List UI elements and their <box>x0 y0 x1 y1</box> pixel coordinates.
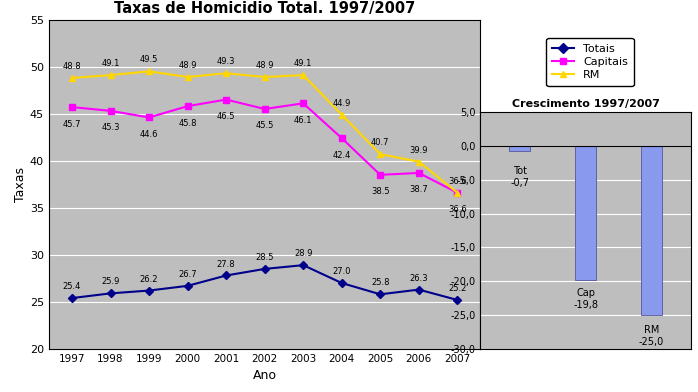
Text: 25.8: 25.8 <box>371 278 389 287</box>
Text: 42.4: 42.4 <box>332 151 351 160</box>
Text: 28.5: 28.5 <box>255 253 274 262</box>
Text: 27.8: 27.8 <box>217 260 235 269</box>
Text: 44.9: 44.9 <box>332 99 351 108</box>
Text: 48.9: 48.9 <box>179 61 197 70</box>
Text: 45.7: 45.7 <box>63 120 81 129</box>
Text: 45.8: 45.8 <box>179 119 197 128</box>
Title: Crescimento 1997/2007: Crescimento 1997/2007 <box>512 99 660 109</box>
Text: 27.0: 27.0 <box>332 267 351 276</box>
Text: 25.4: 25.4 <box>63 282 81 291</box>
Text: Tot
-0,7: Tot -0,7 <box>510 166 530 188</box>
Bar <box>641 146 662 315</box>
Text: 44.6: 44.6 <box>140 130 158 139</box>
Text: 49.5: 49.5 <box>140 55 158 64</box>
Text: 48.8: 48.8 <box>63 62 81 71</box>
X-axis label: Ano: Ano <box>253 369 276 382</box>
Text: 25.9: 25.9 <box>101 278 119 287</box>
Text: 36.6: 36.6 <box>448 177 467 186</box>
Text: 28.9: 28.9 <box>294 249 313 258</box>
Bar <box>510 146 530 151</box>
Text: 49.1: 49.1 <box>101 59 119 68</box>
Text: 48.9: 48.9 <box>255 61 274 70</box>
Text: 49.3: 49.3 <box>217 57 235 66</box>
Y-axis label: Taxas: Taxas <box>14 167 27 202</box>
Text: 25.2: 25.2 <box>448 284 466 293</box>
Text: 49.1: 49.1 <box>294 59 313 68</box>
Text: 26.2: 26.2 <box>140 275 158 283</box>
Text: 26.7: 26.7 <box>178 270 197 279</box>
Text: 45.3: 45.3 <box>101 123 120 132</box>
Text: 38.5: 38.5 <box>371 187 389 196</box>
Text: 26.3: 26.3 <box>410 274 428 283</box>
Text: 38.7: 38.7 <box>410 185 428 194</box>
Title: Taxas de Homicidio Total. 1997/2007: Taxas de Homicidio Total. 1997/2007 <box>114 1 415 16</box>
Text: RM
-25,0: RM -25,0 <box>639 325 664 347</box>
Text: 39.9: 39.9 <box>410 146 428 155</box>
Text: 46.5: 46.5 <box>217 112 235 121</box>
Text: 36.6: 36.6 <box>448 205 467 214</box>
Bar <box>575 146 596 280</box>
Legend: Totais, Capitais, RM: Totais, Capitais, RM <box>547 38 634 86</box>
Text: 45.5: 45.5 <box>255 122 274 131</box>
Text: 40.7: 40.7 <box>371 138 389 147</box>
Text: Cap
-19,8: Cap -19,8 <box>573 288 598 310</box>
Text: 46.1: 46.1 <box>294 116 313 125</box>
